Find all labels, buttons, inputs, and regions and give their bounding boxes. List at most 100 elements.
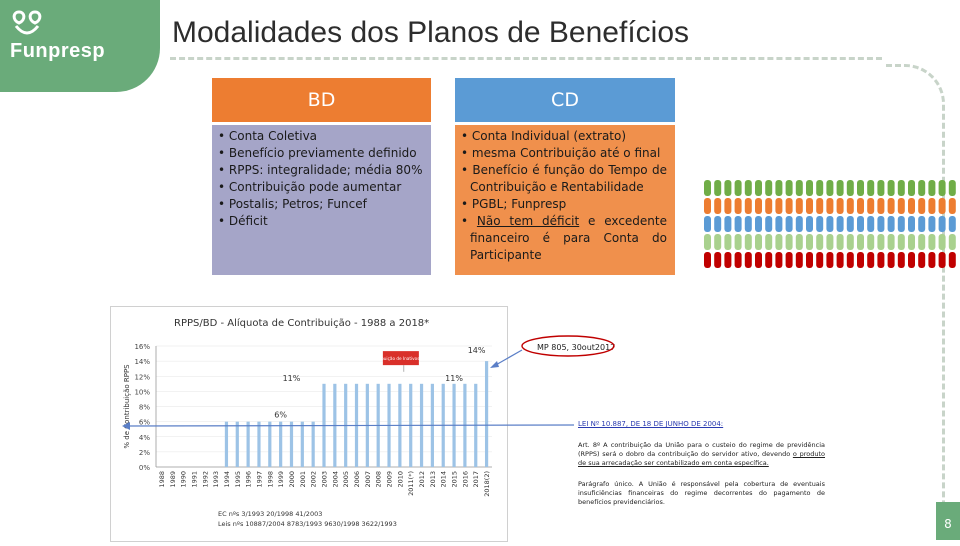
stripe-segment [908,198,915,214]
stripe-segment [877,234,885,250]
stripe-segment [704,216,711,232]
bd-heading: BD [212,78,431,122]
decorative-bar-pattern [704,180,956,268]
stripe-segment [714,252,722,268]
funpresp-logo-icon [12,10,42,35]
x-tick-label: 1994 [223,471,231,488]
footnote-laws: Leis nºs 10887/2004 8783/1993 9630/1998 … [218,520,397,528]
law-article-underlined: o produto de sua arrecadação ser contabi… [578,450,825,467]
stripe-segment [867,180,875,196]
stripe-segment [816,180,824,196]
stripe-segment [755,234,762,250]
stripe-segment [908,180,915,196]
x-tick-label: 1992 [201,471,209,488]
y-tick-label: 4% [139,434,150,442]
stripe-segment [744,234,752,250]
data-label: 11% [283,374,301,383]
cd-item-rest: e excedente financeiro é para Conta do P… [470,214,667,262]
contribution-chart: 0% 2% 4% 6% 8% 10% 12% 14% 16% % de Contribuição … [123,343,492,497]
x-tick-label: 2006 [353,471,361,488]
footnote-ec: EC nºs 3/1993 20/1998 41/2003 [218,510,323,518]
stripe-segment [928,198,936,214]
stripe-segment [877,198,885,214]
brand-panel: Funpresp [0,0,160,92]
stripe-segment [836,180,844,196]
stripe-segment [877,216,885,232]
x-tick-label: 1998 [266,471,274,488]
stripe-segment [704,198,711,214]
page-number: 8 [936,502,960,540]
stripe-segment [928,252,936,268]
inactive-note-text: Contribuição de Inativos (11%) [368,356,433,361]
chart-bar [452,383,456,467]
stripe-segment [897,180,905,196]
stripe-segment [887,252,895,268]
stripe-segment [734,216,742,232]
stripe-segment [765,234,773,250]
stripe-segment [816,198,824,214]
inactive-note-box [382,351,419,366]
stripe-segment [795,234,803,250]
stripe-segment [836,216,844,232]
stripe-segment [867,198,875,214]
stripe-segment [795,252,803,268]
chart-bar [398,383,402,467]
chart-bar [344,383,348,467]
x-tick-label: 1991 [190,471,198,488]
stripe-segment [714,216,722,232]
stripe-segment [948,252,956,268]
stripe-segment [744,180,752,196]
x-tick-label: 2015 [451,471,459,488]
chart-bar [419,383,424,467]
chart-bar [484,361,489,467]
cd-item-bullet: • [461,214,477,228]
chart-bar [387,383,391,467]
cd-item: • Conta Individual (extrato) [461,129,627,143]
x-tick-label: 1997 [255,471,263,488]
stripe-segment [755,252,762,268]
x-tick-label: 2011(*) [407,471,415,496]
stripe-segment [816,216,824,232]
chart-bar [354,383,359,467]
stripe-segment [806,216,813,232]
chart-bar [474,383,478,467]
bd-panel: • Conta Coletiva • Benefício previamente… [212,125,431,275]
y-tick-label: 6% [139,419,150,427]
stripe-segment [704,180,711,196]
x-tick-label: 2018(2) [483,471,491,497]
stripe-segment [846,216,854,232]
stripe-segment [744,252,752,268]
x-tick-label: 1996 [245,471,253,488]
x-tick-label: 2017 [472,471,480,488]
cd-item: • mesma Contribuição até o final [461,146,661,160]
stripe-segment [857,234,864,250]
chart-bar [289,421,294,467]
chart-bar [409,383,413,467]
law-link[interactable]: LEI Nº 10.887, DE 18 DE JUNHO DE 2004: [578,420,724,428]
stripe-segment [826,252,834,268]
stripe-segment [785,252,793,268]
x-tick-label: 2003 [321,471,329,488]
y-tick-label: 14% [134,358,150,366]
stripe-segment [755,216,762,232]
stripe-segment [938,252,946,268]
stripe-segment [826,180,834,196]
stripe-segment [724,252,732,268]
stripe-segment [755,180,762,196]
mp-label: MP 805, 30out2017 [537,343,616,352]
stripe-segment [948,180,956,196]
stripe-segment [918,180,926,196]
stripe-segment [724,180,732,196]
x-tick-label: 2008 [375,471,383,488]
stripe-segment [897,216,905,232]
brand-name: Funpresp [10,40,106,62]
x-tick-label: 2004 [331,471,339,488]
stripe-segment [714,234,722,250]
stripe-segment [948,198,956,214]
stripe-segment [867,216,875,232]
stripe-segment [765,216,773,232]
stripe-segment [704,252,711,268]
x-tick-label: 2001 [299,471,307,488]
chart-bar [257,421,261,467]
stripe-segment [836,252,844,268]
